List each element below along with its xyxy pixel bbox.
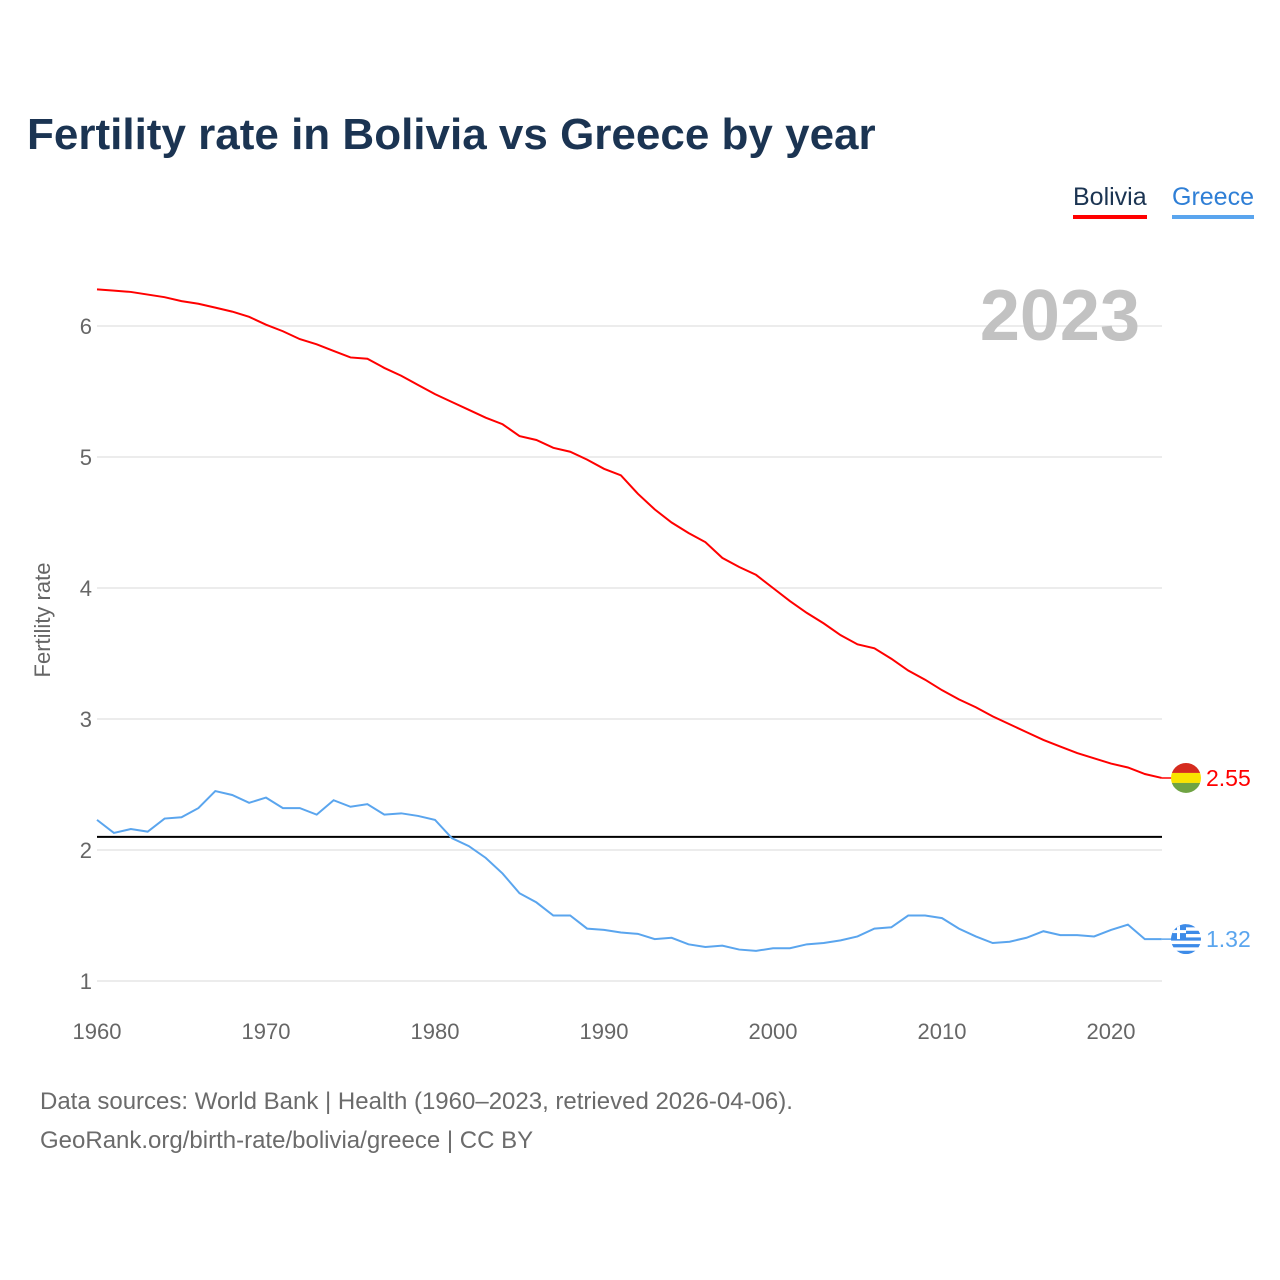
flag-stripe [1171,782,1201,793]
bolivia-flag-icon [1171,762,1201,793]
y-axis-label: Fertility rate [30,563,55,678]
end-value-label: 1.32 [1206,926,1251,952]
chart-title: Fertility rate in Bolivia vs Greece by y… [27,110,876,159]
x-tick-label: 1980 [411,1019,460,1044]
series-line-bolivia [96,288,1162,779]
x-tick-label: 1960 [73,1019,122,1044]
x-tick-label: 2020 [1087,1019,1136,1044]
flag-stripe [1171,950,1201,955]
source-link[interactable]: GeoRank.org/birth-rate/bolivia/greece | … [40,1127,534,1154]
flag-stripe [1171,947,1201,951]
year-watermark: 2023 [980,276,1140,356]
legend-greece[interactable]: Greece [1172,183,1254,219]
y-tick-label: 6 [80,314,92,339]
source-text: Data sources: World Bank | Health (1960–… [40,1088,793,1115]
flag-stripe [1171,940,1201,945]
y-tick-label: 1 [80,969,92,994]
y-tick-label: 2 [80,838,92,863]
legend-bolivia[interactable]: Bolivia [1073,183,1147,219]
series-line-greece [96,789,1162,952]
flag-stripe [1171,762,1201,773]
flag-cross [1177,924,1180,940]
y-tick-label: 3 [80,707,92,732]
flag-stripe [1171,944,1201,948]
end-value-label: 2.55 [1206,765,1251,791]
x-tick-label: 1970 [242,1019,291,1044]
x-tick-label: 1990 [580,1019,629,1044]
flag-stripe [1171,772,1201,783]
x-tick-label: 2010 [918,1019,967,1044]
y-tick-label: 4 [80,576,92,601]
x-tick-label: 2000 [749,1019,798,1044]
y-tick-label: 5 [80,445,92,470]
greece-flag-icon [1171,924,1201,955]
